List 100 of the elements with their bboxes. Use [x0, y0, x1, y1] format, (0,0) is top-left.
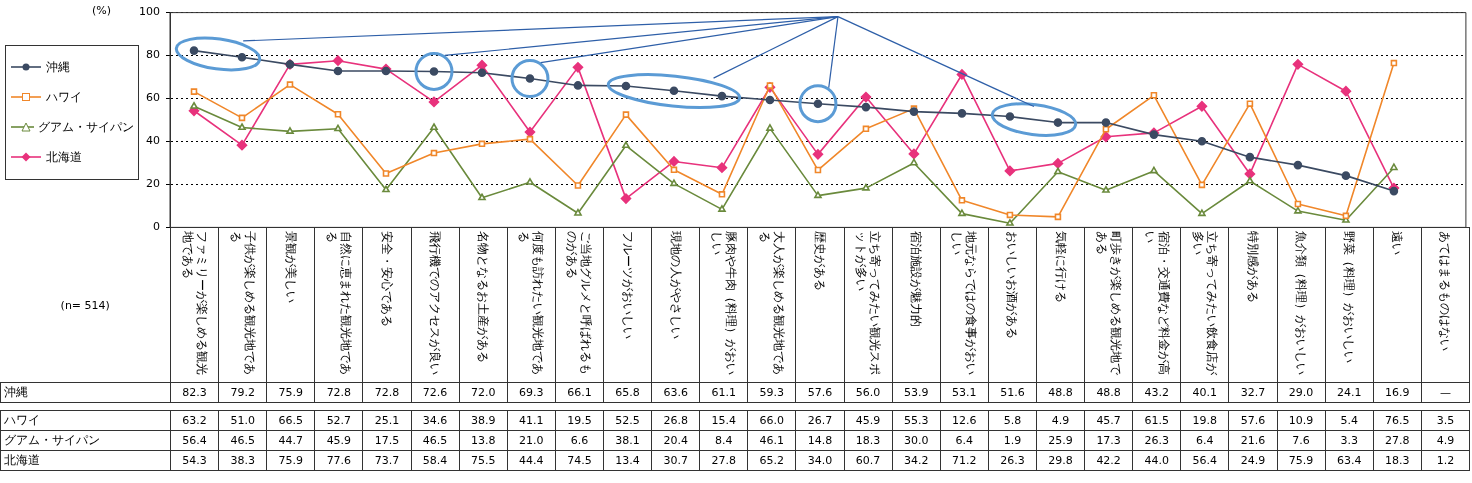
data-label: 40.1 — [1180, 382, 1229, 403]
x-tick-label: ファミリーが楽しめる観光地である — [180, 231, 209, 378]
data-label: 17.5 — [362, 430, 412, 451]
data-label: 43.2 — [1132, 382, 1181, 403]
y-tick-label: 80 — [146, 48, 160, 62]
data-label: 75.5 — [459, 450, 508, 471]
x-tick-label: あてはまるものはない — [1438, 231, 1453, 354]
x-tick-label: 特別感がある — [1245, 231, 1260, 306]
x-tick-label: 魚介類（料理）がおいしい — [1294, 231, 1309, 378]
data-label: 6.4 — [940, 430, 989, 451]
data-label: 66.5 — [266, 410, 315, 431]
data-label: 6.6 — [555, 430, 604, 451]
data-label: 21.6 — [1228, 430, 1278, 451]
data-label: 8.4 — [699, 430, 748, 451]
x-tick-label: 野菜（料理）がおいしい — [1342, 231, 1357, 366]
data-label: 25.1 — [362, 410, 412, 431]
data-label: 41.1 — [507, 410, 556, 431]
y-tick-label: 0 — [153, 220, 160, 234]
data-label: 52.5 — [603, 410, 652, 431]
data-label: 72.0 — [459, 382, 508, 403]
data-label: 34.2 — [892, 450, 941, 471]
data-label: 69.3 — [507, 382, 556, 403]
data-label: 73.7 — [362, 450, 412, 471]
data-label: 24.1 — [1325, 382, 1374, 403]
data-label: 5.8 — [988, 410, 1037, 431]
legend-label: 沖縄 — [46, 58, 70, 76]
y-tick-label: 40 — [146, 134, 160, 148]
data-label: 60.7 — [844, 450, 893, 471]
data-label: 17.3 — [1084, 430, 1133, 451]
y-tick-label: 100 — [139, 5, 160, 19]
text: 1.2 — [1436, 454, 1455, 467]
x-tick-label: 大人が楽しめる観光地である — [757, 231, 786, 378]
data-label: 74.5 — [555, 450, 604, 471]
data-label: 63.2 — [170, 410, 219, 431]
data-label: 30.0 — [892, 430, 941, 451]
x-tick-label: 宿泊・交通費など料金が高い — [1142, 231, 1171, 378]
data-label: 32.7 — [1228, 382, 1278, 403]
text: 3.5 — [1436, 414, 1455, 427]
data-label: 58.4 — [411, 450, 460, 471]
data-label: 61.1 — [699, 382, 748, 403]
data-label: 53.9 — [892, 382, 941, 403]
data-label: 72.6 — [411, 382, 460, 403]
data-label: 82.3 — [170, 382, 219, 403]
text: 北海道 — [4, 453, 40, 467]
x-tick-label: 飛行機でのアクセスが良い — [428, 231, 443, 378]
data-label: 29.0 — [1277, 382, 1326, 403]
data-label: 42.2 — [1084, 450, 1133, 471]
data-label: 29.8 — [1036, 450, 1085, 471]
legend-label: 北海道 — [46, 148, 82, 166]
data-label: 51.0 — [218, 410, 267, 431]
legend-label: ハワイ — [46, 88, 82, 106]
text: 4.9 — [1436, 434, 1455, 447]
data-label: 77.6 — [314, 450, 363, 471]
data-label: 24.9 — [1228, 450, 1278, 471]
data-label: 75.9 — [266, 450, 315, 471]
data-label: 44.0 — [1132, 450, 1181, 471]
data-label: 56.4 — [1180, 450, 1229, 471]
data-label: 65.2 — [747, 450, 796, 471]
data-label: 56.4 — [170, 430, 219, 451]
data-label: 79.2 — [218, 382, 267, 403]
data-label: 72.8 — [314, 382, 363, 403]
data-label: 57.6 — [1228, 410, 1278, 431]
data-label: 53.1 — [940, 382, 989, 403]
text: — — [1439, 386, 1451, 400]
data-label: 3.3 — [1325, 430, 1374, 451]
x-tick-label: 何度も訪れたい観光地である — [517, 231, 546, 378]
data-label: 38.9 — [459, 410, 508, 431]
data-label: 63.4 — [1325, 450, 1374, 471]
data-label: 12.6 — [940, 410, 989, 431]
data-label: 66.0 — [747, 410, 796, 431]
data-label: 25.9 — [1036, 430, 1085, 451]
data-label: 57.6 — [795, 382, 845, 403]
data-label: 48.8 — [1036, 382, 1085, 403]
data-label: 44.7 — [266, 430, 315, 451]
x-tick-label: 気軽に行ける — [1053, 231, 1068, 306]
data-label: 21.0 — [507, 430, 556, 451]
data-label: 46.5 — [218, 430, 267, 451]
data-label: 45.9 — [844, 410, 893, 431]
data-label: 4.9 — [1036, 410, 1085, 431]
data-label: 44.4 — [507, 450, 556, 471]
data-label: 46.1 — [747, 430, 796, 451]
text: 沖縄 — [4, 385, 28, 400]
x-tick-label: 子供が楽しめる観光地である — [228, 231, 257, 378]
x-tick-label: 現地の人がやさしい — [668, 231, 683, 342]
data-label: 45.9 — [314, 430, 363, 451]
x-tick-label: 遠い — [1390, 231, 1405, 258]
x-tick-label: 宿泊施設が魅力的 — [909, 231, 924, 330]
data-label: 38.3 — [218, 450, 267, 471]
y-tick-label: 60 — [146, 91, 160, 105]
x-tick-label: 景観が美しい — [283, 231, 298, 306]
data-label: 51.6 — [988, 382, 1037, 403]
data-label: 5.4 — [1325, 410, 1374, 431]
data-label: 46.5 — [411, 430, 460, 451]
y-axis-title: (%) — [92, 4, 112, 17]
data-label: 56.0 — [844, 382, 893, 403]
data-label: 55.3 — [892, 410, 941, 431]
x-tick-label: 地元ならではの食事がおいしい — [950, 231, 979, 378]
legend-label: グアム・サイパン — [38, 118, 134, 136]
data-label: 26.3 — [1132, 430, 1181, 451]
data-label: 71.2 — [940, 450, 989, 471]
